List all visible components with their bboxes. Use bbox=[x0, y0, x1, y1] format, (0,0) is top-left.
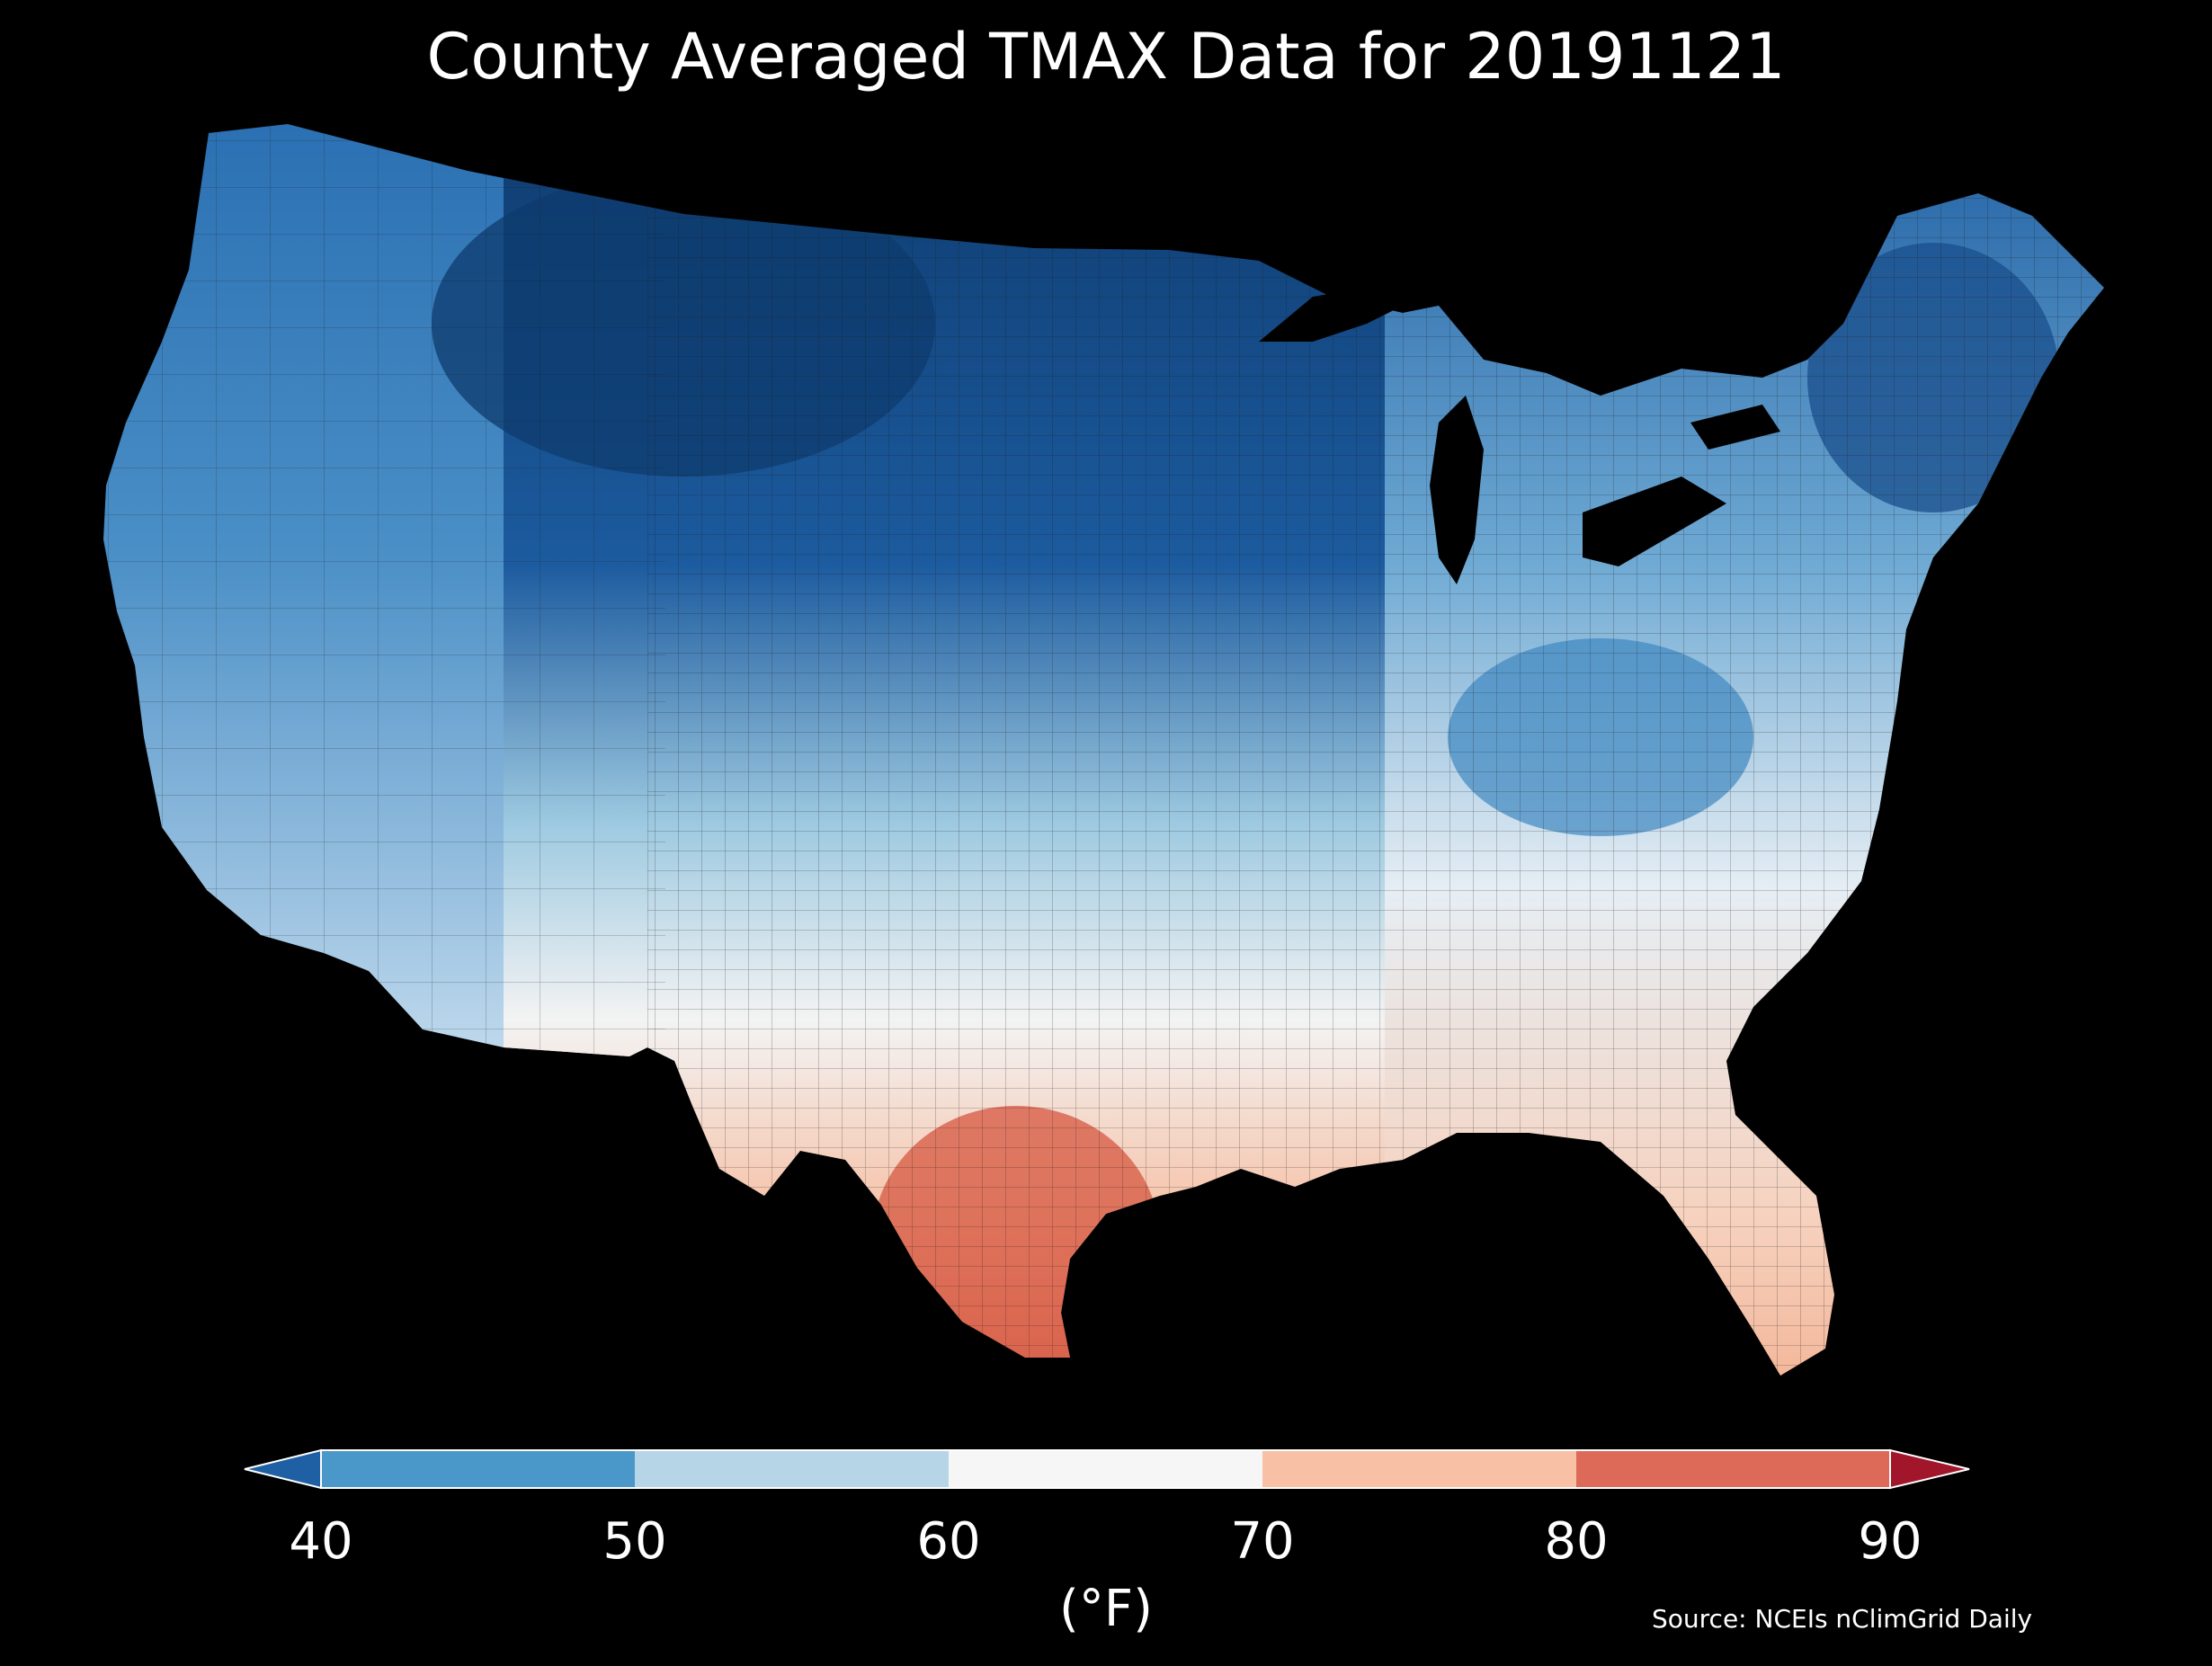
lake-superior bbox=[1259, 288, 1403, 342]
colorbar-label: (°F) bbox=[1059, 1580, 1153, 1638]
source-credit: Source: NCEIs nClimGrid Daily bbox=[1652, 1604, 2033, 1634]
colorbar-bin-60-70 bbox=[949, 1450, 1262, 1488]
colorbar-extend-high bbox=[1889, 1448, 1970, 1490]
colorbar-tick-80: 80 bbox=[1544, 1512, 1608, 1571]
colorbar-bin-50-60 bbox=[635, 1450, 949, 1488]
lake-ontario bbox=[1690, 405, 1780, 450]
colorbar-bin-70-80 bbox=[1262, 1450, 1576, 1488]
colorbar-tick-90: 90 bbox=[1858, 1512, 1922, 1571]
page-title: County Averaged TMAX Data for 20191121 bbox=[426, 20, 1786, 94]
colorbar-extend-low bbox=[244, 1448, 322, 1490]
colorbar-tick-40: 40 bbox=[289, 1512, 352, 1571]
colorbar-tick-60: 60 bbox=[916, 1512, 980, 1571]
colorbar-tick-50: 50 bbox=[602, 1512, 666, 1571]
colorbar-outline bbox=[320, 1449, 1891, 1489]
lake-erie bbox=[1583, 477, 1726, 566]
colorbar-tick-70: 70 bbox=[1230, 1512, 1294, 1571]
colorbar-bin-40-50 bbox=[321, 1450, 635, 1488]
lake-michigan bbox=[1430, 396, 1484, 584]
colorbar-bin-80-90 bbox=[1576, 1450, 1890, 1488]
